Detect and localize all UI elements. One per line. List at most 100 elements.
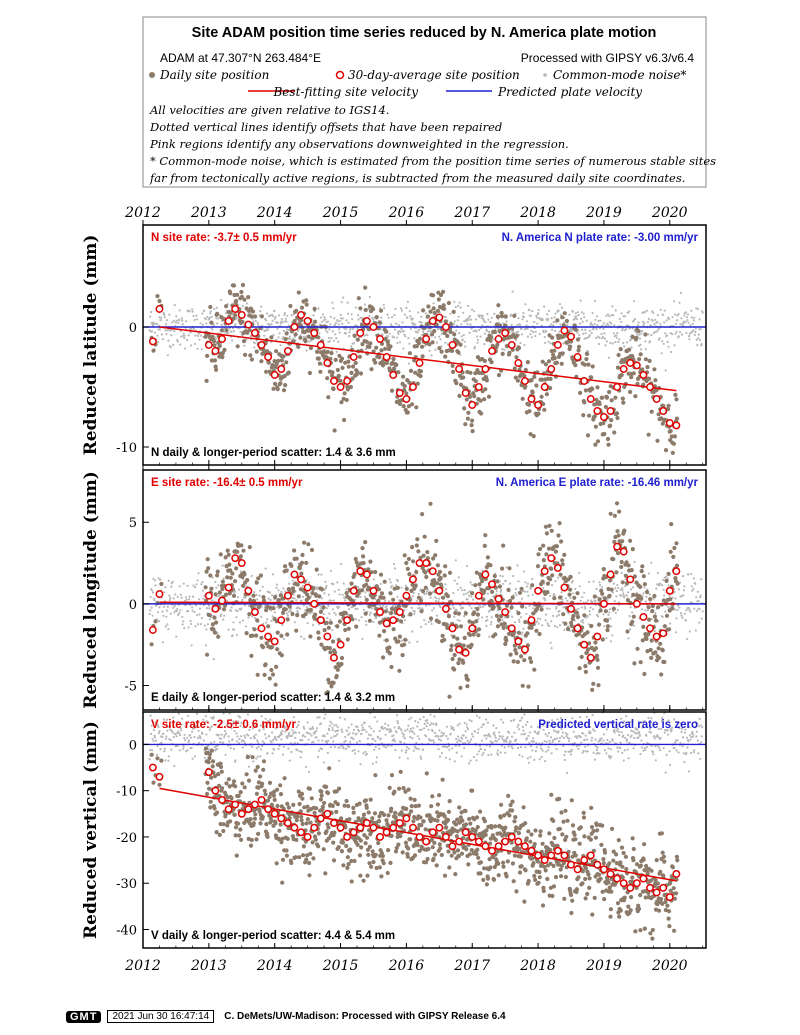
daily-point (352, 572, 357, 577)
daily-point (234, 298, 239, 304)
common-mode-point (230, 330, 233, 333)
common-mode-point (479, 335, 482, 338)
common-mode-point (179, 329, 182, 333)
daily-point (482, 397, 487, 402)
common-mode-point (268, 735, 271, 738)
common-mode-point (653, 323, 656, 326)
common-mode-point (411, 317, 414, 320)
common-mode-point (167, 579, 170, 582)
common-mode-point (312, 314, 315, 317)
common-mode-point (164, 737, 167, 741)
common-mode-point (368, 314, 371, 318)
common-mode-point (399, 307, 403, 310)
common-mode-point (697, 600, 700, 603)
avg-point (474, 383, 483, 391)
daily-point (256, 576, 261, 581)
common-mode-point (231, 634, 234, 637)
common-mode-point (631, 327, 634, 330)
daily-point (231, 593, 237, 599)
common-mode-point (291, 579, 294, 582)
common-mode-point (680, 614, 683, 617)
common-mode-point (384, 733, 387, 736)
common-mode-point (318, 332, 321, 335)
legend-avg-label: 30-day-average site position (348, 68, 520, 82)
daily-point (491, 605, 496, 610)
common-mode-point (528, 309, 531, 312)
avg-point (441, 323, 450, 331)
daily-point (360, 546, 365, 551)
common-mode-point (255, 757, 258, 760)
common-mode-point (446, 343, 449, 346)
common-mode-point (435, 597, 438, 600)
daily-point (526, 684, 531, 689)
common-mode-point (190, 644, 193, 647)
daily-point (391, 597, 396, 602)
daily-point (558, 595, 563, 600)
common-mode-point (159, 318, 162, 322)
daily-point (379, 348, 384, 353)
daily-point (560, 351, 565, 356)
daily-point (579, 654, 584, 660)
common-mode-point (209, 310, 212, 313)
common-mode-point (433, 731, 437, 735)
common-mode-point (344, 328, 347, 331)
common-mode-point (193, 342, 197, 345)
common-mode-point (643, 322, 646, 325)
common-mode-point (615, 589, 618, 593)
common-mode-point (171, 321, 174, 324)
common-mode-point (325, 584, 328, 588)
common-mode-point (190, 622, 193, 626)
common-mode-point (436, 327, 440, 331)
common-mode-point (233, 729, 236, 733)
common-mode-point (517, 618, 521, 621)
common-mode-point (595, 588, 598, 591)
daily-point (626, 371, 631, 376)
daily-point (295, 613, 300, 618)
common-mode-point (429, 713, 432, 716)
common-mode-point (623, 596, 626, 599)
daily-point (263, 662, 268, 667)
common-mode-point (550, 620, 553, 623)
daily-point (675, 581, 680, 586)
avg-point (343, 616, 352, 625)
common-mode-point (453, 300, 456, 303)
common-mode-point (414, 720, 417, 723)
common-mode-point (326, 331, 329, 334)
common-mode-point (349, 327, 352, 330)
daily-point (219, 328, 224, 333)
common-mode-point (316, 599, 319, 602)
common-mode-point (277, 747, 280, 751)
x-tick-label: 2013 (190, 205, 227, 221)
daily-point (448, 329, 453, 335)
common-mode-point (402, 735, 405, 738)
common-mode-point (681, 575, 685, 578)
daily-point (402, 383, 407, 389)
daily-point (527, 409, 532, 414)
common-mode-point (151, 737, 154, 740)
common-mode-point (344, 599, 347, 602)
common-mode-point (621, 329, 624, 332)
common-mode-point (667, 345, 670, 348)
common-mode-point (151, 614, 154, 617)
common-mode-point (522, 570, 526, 573)
avg-point (646, 624, 654, 633)
avg-point (586, 653, 595, 662)
daily-point (608, 578, 613, 583)
common-mode-point (271, 615, 274, 618)
common-mode-point (654, 318, 657, 321)
daily-point (403, 603, 408, 609)
daily-point (364, 339, 369, 344)
common-mode-point (467, 318, 470, 321)
daily-point (496, 373, 502, 378)
legend-daily-marker (149, 72, 155, 78)
common-mode-point (163, 750, 166, 753)
daily-point (554, 544, 560, 549)
daily-point (319, 642, 324, 647)
common-mode-point (292, 593, 295, 596)
common-mode-point (661, 340, 664, 343)
avg-point (540, 567, 549, 576)
daily-point (540, 359, 545, 364)
common-mode-point (396, 720, 399, 723)
daily-point (641, 624, 646, 630)
common-mode-point (182, 620, 185, 623)
